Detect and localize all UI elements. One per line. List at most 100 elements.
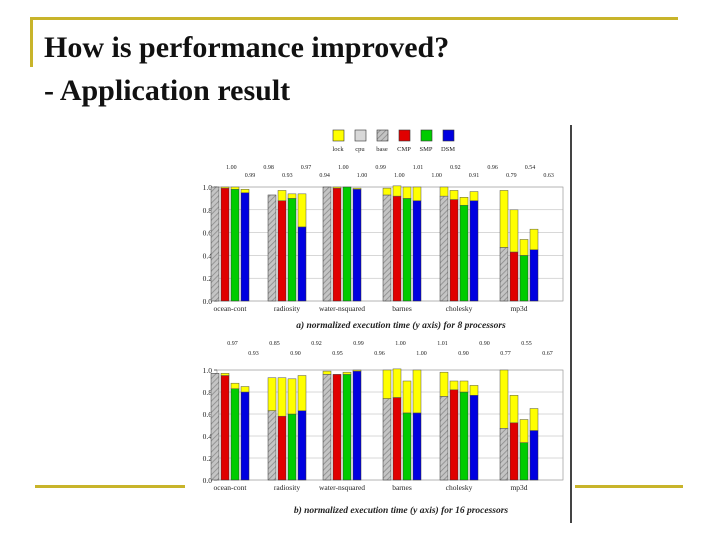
bar-cmp-barnes xyxy=(392,397,402,481)
chart-caption: a) normalized execution time (y axis) fo… xyxy=(296,320,506,331)
bar-lock-segment-dsm-cholesky xyxy=(469,191,479,201)
bar-top-value-label: 0.92 xyxy=(311,341,322,347)
bar-top-value-label: 0.54 xyxy=(525,165,536,171)
bar-lock-segment-base-water-nsquared xyxy=(322,370,332,375)
bar-top-value-label: 0.63 xyxy=(543,173,554,179)
bar-top-value-label: 0.93 xyxy=(282,173,293,179)
legend-label-SMP: SMP xyxy=(419,146,432,153)
legend-swatch-DSM xyxy=(442,129,455,142)
chart-legend: lock cpu base CMP SMP DSM xyxy=(332,129,455,153)
bar-dsm-water-nsquared xyxy=(352,189,362,302)
x-category-label: radiosity xyxy=(274,483,300,492)
y-tick-label: 0.6 xyxy=(203,229,213,238)
bar-smp-water-nsquared xyxy=(342,186,352,302)
legend-label-cpu: cpu xyxy=(355,146,365,153)
slide-frame-bottom-right-line xyxy=(575,485,683,488)
bar-lock-segment-cmp-barnes xyxy=(392,368,402,398)
chart-panel-8-processors: 0.0 0.2 0.4 0.6 0.8 1.0 ocean-cont radiosity wat… xyxy=(203,165,564,331)
bar-top-value-label: 0.85 xyxy=(269,341,280,347)
bar-base-water-nsquared xyxy=(322,374,332,481)
bar-dsm-radiosity xyxy=(297,226,307,302)
legend-swatch-CMP xyxy=(398,129,411,142)
bar-lock-segment-cmp-cholesky xyxy=(449,190,459,200)
bar-smp-ocean-cont xyxy=(230,388,240,481)
y-tick-label: 1.0 xyxy=(203,366,213,375)
legend-swatch-lock xyxy=(332,129,345,142)
bar-lock-segment-base-cholesky xyxy=(439,186,449,197)
bar-dsm-mp3d xyxy=(529,430,539,481)
bar-top-value-label: 0.90 xyxy=(290,351,301,357)
x-category-label: barnes xyxy=(392,483,412,492)
slide-title-line-1: How is performance improved? xyxy=(44,31,450,64)
bar-lock-segment-dsm-radiosity xyxy=(297,193,307,228)
bar-base-barnes xyxy=(382,194,392,302)
bar-top-value-label: 0.96 xyxy=(487,165,498,171)
bar-lock-segment-smp-cholesky xyxy=(459,197,469,206)
bar-top-value-label: 0.98 xyxy=(263,165,274,171)
bar-top-value-label: 0.96 xyxy=(374,351,385,357)
bar-top-value-label: 1.00 xyxy=(226,165,237,171)
bar-base-ocean-cont xyxy=(210,186,220,302)
chart-panel-16-processors: 0.0 0.2 0.4 0.6 0.8 1.0 ocean-cont radiosity wat… xyxy=(203,341,564,516)
bar-lock-segment-dsm-ocean-cont xyxy=(240,189,250,193)
x-category-label: water-nsquared xyxy=(319,304,365,313)
slide-frame-top-line xyxy=(30,17,678,20)
bar-top-value-label: 1.00 xyxy=(431,173,442,179)
chart-figure: lock cpu base CMP SMP DSM 0.0 0.2 0.4 0.6 0.8 1.0 o… xyxy=(187,125,575,525)
bar-lock-segment-cmp-mp3d xyxy=(509,209,519,253)
x-category-label: barnes xyxy=(392,304,412,313)
bar-cmp-cholesky xyxy=(449,389,459,481)
bar-top-value-label: 0.77 xyxy=(500,351,511,357)
bar-top-value-label: 0.90 xyxy=(458,351,469,357)
bar-top-value-label: 0.91 xyxy=(469,173,480,179)
bar-cmp-ocean-cont xyxy=(220,375,230,481)
y-tick-label: 0.8 xyxy=(203,388,213,397)
bar-lock-segment-cmp-barnes xyxy=(392,185,402,197)
bar-lock-segment-cmp-mp3d xyxy=(509,395,519,424)
bar-lock-segment-dsm-barnes xyxy=(412,369,422,414)
bar-dsm-water-nsquared xyxy=(352,370,362,481)
bar-lock-segment-smp-barnes xyxy=(402,380,412,414)
bar-top-value-label: 0.67 xyxy=(542,351,553,357)
bar-cmp-radiosity xyxy=(277,415,287,481)
bar-base-radiosity xyxy=(267,194,277,302)
x-category-label: water-nsquared xyxy=(319,483,365,492)
bar-cmp-radiosity xyxy=(277,200,287,302)
bar-smp-mp3d xyxy=(519,255,529,302)
bar-dsm-mp3d xyxy=(529,249,539,302)
x-category-label: radiosity xyxy=(274,304,300,313)
chart-caption: b) normalized execution time (y axis) fo… xyxy=(294,505,509,516)
bar-smp-cholesky xyxy=(459,391,469,481)
bar-top-value-label: 1.00 xyxy=(338,165,349,171)
bar-lock-segment-dsm-water-nsquared xyxy=(352,369,362,372)
slide-title: How is performance improved? - Applicati… xyxy=(44,26,449,112)
bar-lock-segment-smp-ocean-cont xyxy=(230,186,240,190)
bar-smp-ocean-cont xyxy=(230,189,240,302)
y-tick-label: 0.2 xyxy=(203,454,213,463)
bar-top-value-label: 1.00 xyxy=(416,351,427,357)
bar-base-mp3d xyxy=(499,428,509,481)
bar-lock-segment-base-mp3d xyxy=(499,369,509,429)
bar-top-value-label: 0.92 xyxy=(450,165,461,171)
y-tick-label: 0.2 xyxy=(203,274,213,283)
bar-top-value-label: 0.94 xyxy=(319,173,330,179)
bar-lock-segment-base-cholesky xyxy=(439,371,449,397)
y-tick-label: 0.6 xyxy=(203,410,213,419)
bar-lock-segment-base-radiosity xyxy=(267,377,277,411)
bar-lock-segment-smp-radiosity xyxy=(287,193,297,199)
bar-smp-mp3d xyxy=(519,442,529,481)
bar-lock-segment-smp-cholesky xyxy=(459,380,469,393)
bar-lock-segment-smp-ocean-cont xyxy=(230,382,240,389)
bar-cmp-barnes xyxy=(392,195,402,302)
bar-cmp-mp3d xyxy=(509,422,519,481)
bar-dsm-cholesky xyxy=(469,395,479,481)
bar-top-value-label: 0.99 xyxy=(353,341,364,347)
y-tick-label: 0.8 xyxy=(203,206,213,215)
bar-base-mp3d xyxy=(499,247,509,302)
bar-base-cholesky xyxy=(439,396,449,481)
bar-lock-segment-base-mp3d xyxy=(499,190,509,248)
bar-cmp-water-nsquared xyxy=(332,187,342,302)
bar-lock-segment-smp-water-nsquared xyxy=(342,371,352,375)
bar-lock-segment-dsm-water-nsquared xyxy=(352,187,362,190)
bar-lock-segment-smp-mp3d xyxy=(519,239,529,256)
